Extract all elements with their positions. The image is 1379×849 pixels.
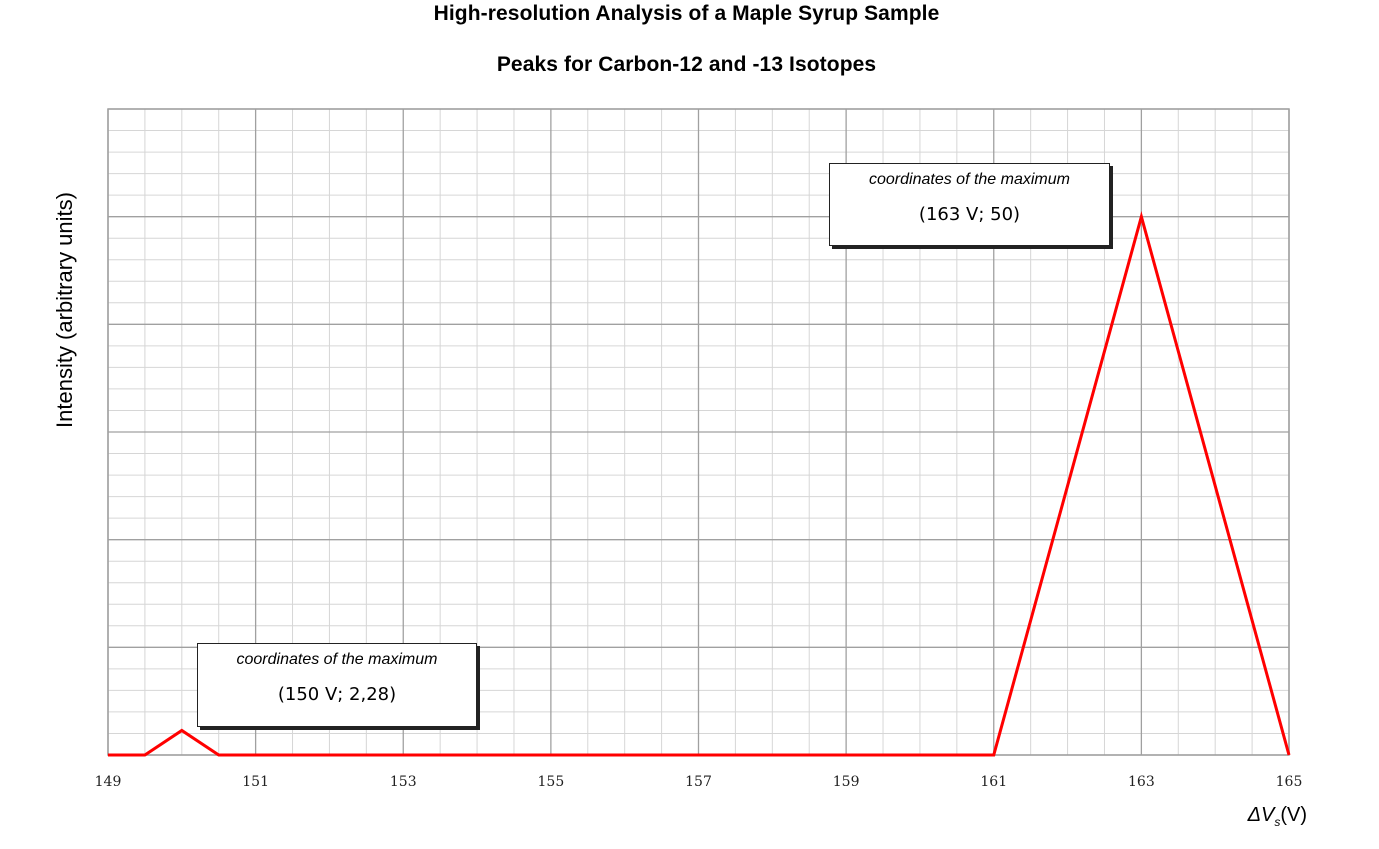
annotation-value: (150 V; 2,28) — [277, 684, 397, 705]
annotation-small-peak: coordinates of the maximum (150 V; 2,28) — [197, 643, 477, 727]
x-tick-label: 153 — [390, 774, 417, 790]
x-tick-label: 163 — [1128, 774, 1155, 790]
annotation-title: coordinates of the maximum — [869, 171, 1070, 188]
annotation-max-peak: coordinates of the maximum (163 V; 50) — [829, 163, 1110, 246]
x-axis-unit: (V) — [1280, 804, 1307, 826]
x-tick-labels: 149 151 153 155 157 159 161 163 165 — [95, 774, 1303, 790]
x-tick-label: 155 — [538, 774, 565, 790]
y-axis-label: Intensity (arbitrary units) — [52, 192, 77, 428]
annotation-title: coordinates of the maximum — [236, 651, 438, 668]
x-tick-label: 151 — [242, 774, 269, 790]
intensity-series-line — [108, 210, 1291, 757]
chart-title: High-resolution Analysis of a Maple Syru… — [433, 2, 940, 25]
x-tick-label: 149 — [95, 774, 122, 790]
x-axis-label: ΔVs(V) — [1248, 804, 1307, 829]
x-axis-subscript: s — [1274, 815, 1281, 829]
annotation-value: (163 V; 50) — [918, 204, 1021, 225]
x-tick-label: 161 — [980, 774, 1007, 790]
chart-subtitle: Peaks for Carbon-12 and -13 Isotopes — [496, 53, 877, 76]
x-axis-symbol: ΔV — [1247, 804, 1275, 826]
x-tick-label: 157 — [685, 774, 712, 790]
x-tick-label: 165 — [1276, 774, 1303, 790]
x-tick-label: 159 — [833, 774, 860, 790]
